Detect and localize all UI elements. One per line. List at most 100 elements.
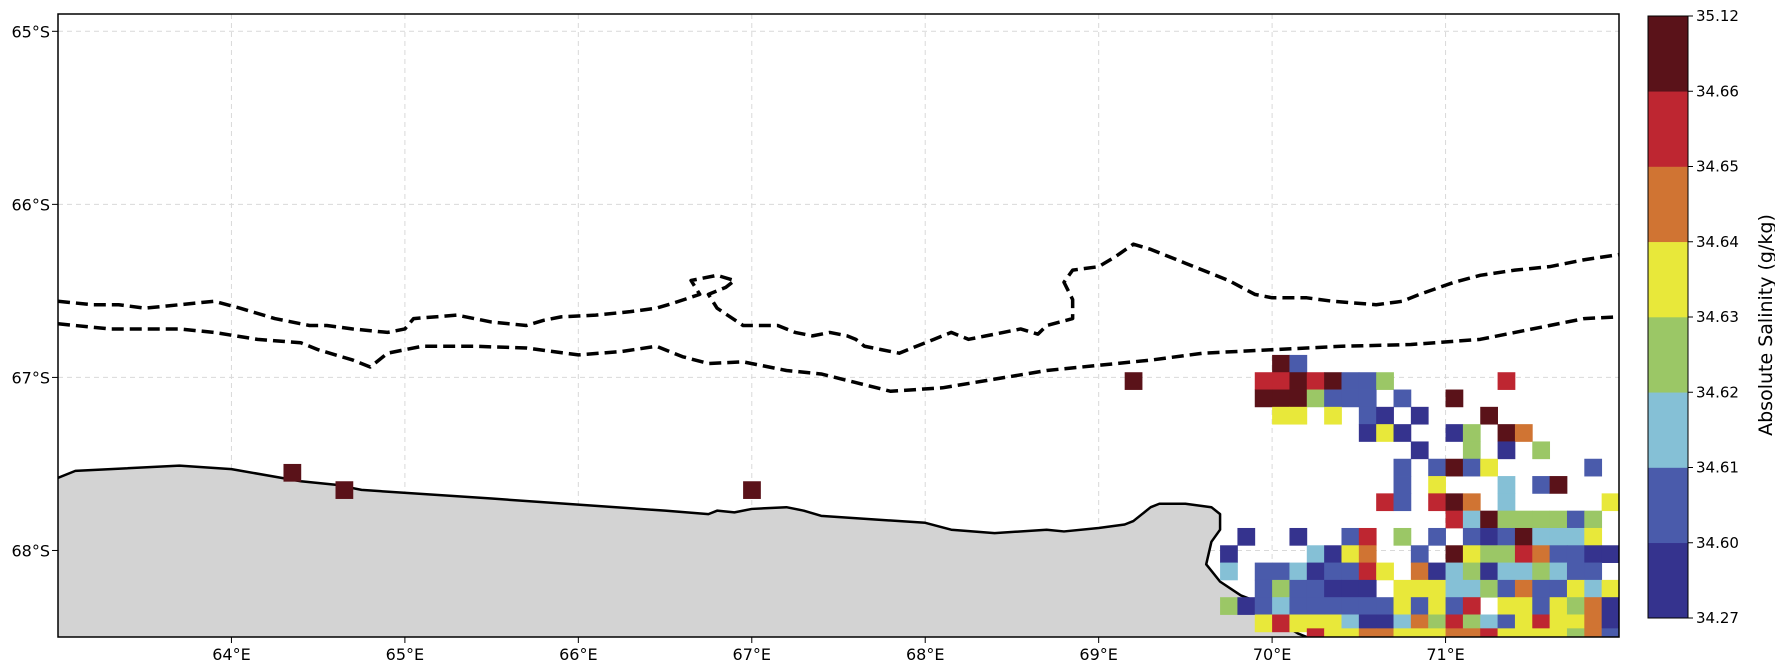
colorbar-tick-label: 34.61	[1696, 459, 1739, 477]
salinity-cell	[1358, 389, 1377, 408]
salinity-cell	[1584, 579, 1603, 598]
x-tick-label: 67°E	[733, 645, 771, 664]
latitude-ticks: 65°S 66°S 67°S 68°S	[11, 22, 58, 560]
salinity-cell	[1480, 614, 1498, 633]
salinity-cell	[1514, 562, 1533, 581]
salinity-cell	[1445, 545, 1464, 563]
salinity-cell	[1358, 614, 1377, 633]
salinity-cell	[1341, 389, 1360, 408]
salinity-cell	[1272, 389, 1290, 408]
salinity-cell	[1462, 510, 1481, 529]
salinity-cell	[1410, 545, 1429, 563]
salinity-cell	[1566, 597, 1585, 615]
salinity-cell	[1428, 597, 1446, 615]
salinity-cell	[1324, 389, 1342, 408]
y-tick-label: 66°S	[11, 195, 50, 214]
salinity-cell	[1497, 424, 1516, 442]
salinity-cell	[1497, 510, 1516, 529]
salinity-cell	[1306, 389, 1325, 408]
x-tick-label: 69°E	[1079, 645, 1117, 664]
salinity-cell	[1601, 579, 1619, 598]
salinity-cell	[1462, 545, 1481, 563]
salinity-cell	[1324, 628, 1342, 637]
x-tick-label: 64°E	[212, 645, 250, 664]
salinity-cell	[1393, 493, 1412, 512]
salinity-cell	[1497, 545, 1516, 563]
salinity-cell	[1324, 597, 1342, 615]
colorbar-segment	[1648, 241, 1688, 318]
salinity-cell	[1410, 406, 1429, 425]
salinity-cell	[1514, 527, 1533, 546]
salinity-cell	[1497, 441, 1516, 460]
salinity-cell	[1584, 545, 1603, 563]
salinity-cell	[1601, 493, 1619, 512]
colorbar-tick-label: 34.63	[1696, 308, 1739, 326]
salinity-cell	[1497, 493, 1516, 512]
salinity-cell	[1289, 372, 1308, 390]
map-frame	[57, 13, 1620, 638]
salinity-cell	[1428, 628, 1446, 637]
salinity-cell	[1514, 545, 1533, 563]
salinity-cell	[1480, 628, 1498, 637]
salinity-cell	[1324, 406, 1342, 425]
salinity-cell	[1601, 628, 1619, 637]
salinity-cell	[1376, 597, 1394, 615]
x-tick-label: 71°E	[1426, 645, 1464, 664]
colorbar-segment	[1648, 16, 1688, 92]
salinity-cell	[1376, 628, 1394, 637]
salinity-cell	[1462, 579, 1481, 598]
salinity-cell	[1584, 527, 1603, 546]
salinity-cell	[1514, 424, 1533, 442]
salinity-cell	[1462, 493, 1481, 512]
salinity-cell	[1358, 424, 1377, 442]
salinity-cell	[1549, 614, 1568, 633]
salinity-cell	[1306, 562, 1325, 581]
salinity-cell	[1341, 562, 1360, 581]
antarctic-land	[58, 464, 1308, 637]
salinity-cell	[1532, 441, 1551, 460]
salinity-cell	[1445, 458, 1464, 477]
salinity-cell	[1514, 597, 1533, 615]
salinity-cell	[1341, 545, 1360, 563]
salinity-cell	[1289, 527, 1308, 546]
salinity-cell	[1462, 614, 1481, 633]
colorbar-segment	[1648, 542, 1688, 619]
x-tick-label: 68°E	[906, 645, 944, 664]
salinity-cell	[1272, 579, 1290, 598]
colorbar-segment	[1648, 91, 1688, 167]
salinity-cell	[1254, 389, 1273, 408]
colorbar-tick-label: 35.12	[1696, 7, 1739, 25]
salinity-cell	[1341, 527, 1360, 546]
salinity-cell	[1324, 579, 1342, 598]
salinity-cell	[1393, 597, 1412, 615]
salinity-cell	[1272, 406, 1290, 425]
salinity-cell	[1601, 614, 1619, 633]
salinity-cell	[1462, 628, 1481, 637]
x-tick-label: 66°E	[559, 645, 597, 664]
salinity-cell	[1358, 579, 1377, 598]
salinity-cell	[1393, 527, 1412, 546]
salinity-cell	[1358, 562, 1377, 581]
salinity-cell	[1480, 406, 1498, 425]
salinity-cell	[1566, 614, 1585, 633]
colorbar-tick-label: 34.60	[1696, 534, 1739, 552]
salinity-cell	[1480, 579, 1498, 598]
salinity-cell	[1497, 614, 1516, 633]
y-tick-label: 68°S	[11, 541, 50, 560]
salinity-cell	[1497, 562, 1516, 581]
colorbar-segment	[1648, 467, 1688, 544]
salinity-cell	[1462, 458, 1481, 477]
y-tick-label: 67°S	[11, 368, 50, 387]
salinity-cell	[1376, 406, 1394, 425]
salinity-cell	[1410, 579, 1429, 598]
salinity-cell	[1393, 458, 1412, 477]
salinity-cell	[1358, 372, 1377, 390]
salinity-cell	[1358, 527, 1377, 546]
salinity-cell	[1514, 614, 1533, 633]
salinity-cell	[1376, 614, 1394, 633]
salinity-cell	[335, 481, 354, 499]
salinity-cell	[1376, 424, 1394, 442]
salinity-cell	[1410, 562, 1429, 581]
salinity-cell	[1393, 424, 1412, 442]
